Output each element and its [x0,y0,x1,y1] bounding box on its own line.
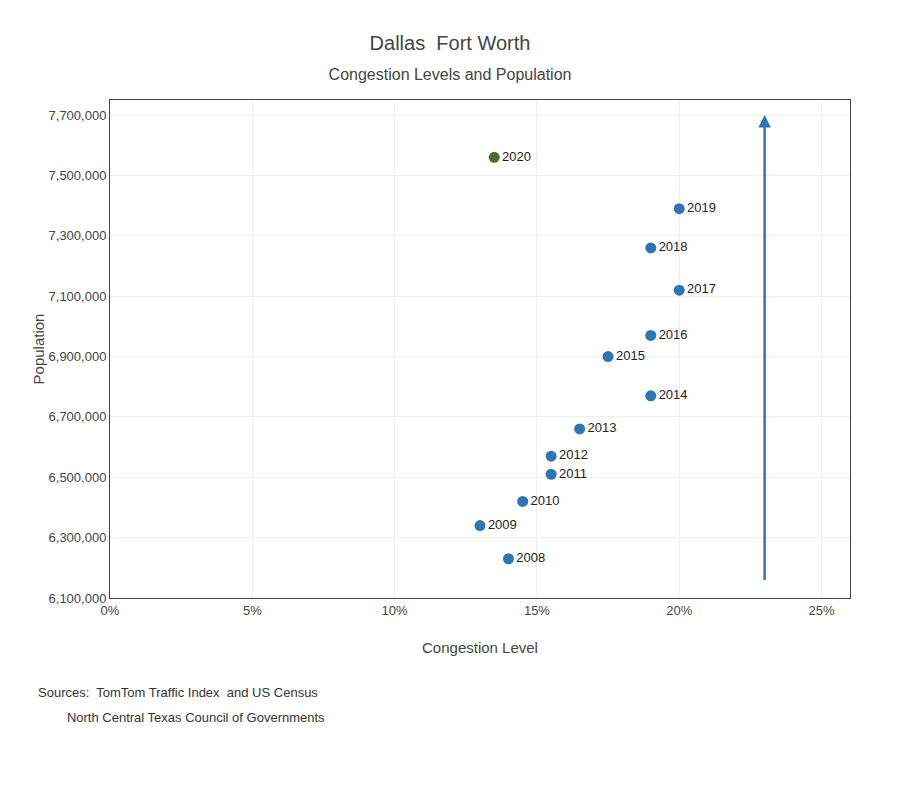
svg-text:2009: 2009 [488,517,517,532]
svg-text:6,100,000: 6,100,000 [49,591,107,606]
svg-text:25%: 25% [809,603,835,618]
svg-text:6,700,000: 6,700,000 [49,409,107,424]
svg-text:2020: 2020 [502,149,531,164]
svg-text:7,100,000: 7,100,000 [49,289,107,304]
svg-text:0%: 0% [101,603,120,618]
svg-text:2008: 2008 [516,550,545,565]
svg-text:2017: 2017 [687,281,716,296]
svg-text:Dallas Fort Worth: Dallas Fort Worth [370,32,531,54]
svg-text:6,300,000: 6,300,000 [49,530,107,545]
svg-text:Congestion Level: Congestion Level [422,639,538,656]
svg-text:5%: 5% [243,603,262,618]
svg-text:6,500,000: 6,500,000 [49,470,107,485]
svg-text:7,700,000: 7,700,000 [49,108,107,123]
svg-text:15%: 15% [524,603,550,618]
svg-text:7,300,000: 7,300,000 [49,228,107,243]
svg-text:Population: Population [30,314,47,385]
svg-text:North Central Texas Council of: North Central Texas Council of Governmen… [38,710,325,725]
svg-text:2016: 2016 [659,327,688,342]
svg-text:10%: 10% [382,603,408,618]
svg-text:2014: 2014 [659,387,688,402]
svg-text:2019: 2019 [687,200,716,215]
svg-text:2015: 2015 [616,348,645,363]
svg-text:7,500,000: 7,500,000 [49,168,107,183]
svg-text:2010: 2010 [531,493,560,508]
svg-text:20%: 20% [666,603,692,618]
svg-text:2013: 2013 [587,420,616,435]
svg-text:Congestion Levels and Populati: Congestion Levels and Population [329,66,572,83]
svg-text:2018: 2018 [659,239,688,254]
svg-text:2011: 2011 [559,466,587,481]
svg-text:2012: 2012 [559,447,588,462]
svg-text:Sources: TomTom Traffic Index: Sources: TomTom Traffic Index and US Cen… [38,685,318,700]
svg-text:6,900,000: 6,900,000 [49,349,107,364]
